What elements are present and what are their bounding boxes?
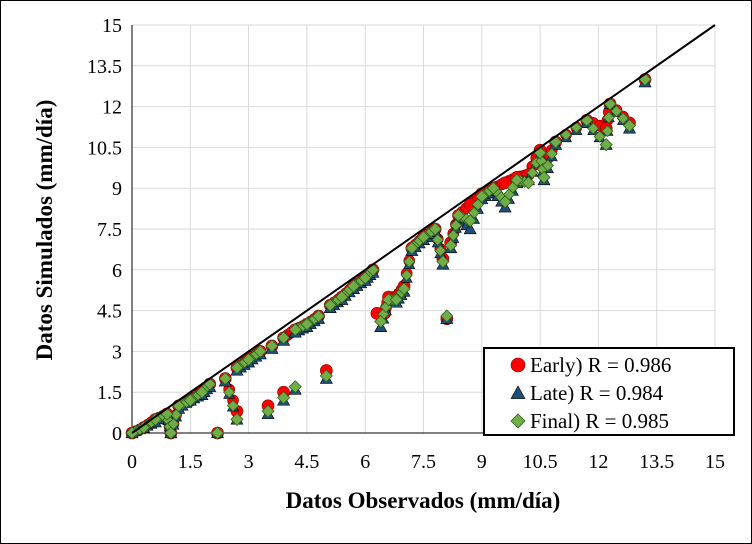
data-point (226, 399, 240, 412)
data-point (374, 314, 388, 329)
legend-label: Early) R = 0.986 (530, 353, 671, 377)
data-point (400, 269, 413, 282)
data-point (277, 331, 291, 345)
data-point (434, 244, 447, 257)
x-tick-labels: 0 1.5 3 4.5 6 7.5 9 10.5 12 13.5 15 (127, 451, 725, 473)
data-point (230, 361, 244, 375)
data-point (436, 255, 450, 269)
x-tick-label: 3 (244, 451, 254, 473)
y-tick-labels: 0 1.5 3 4.5 6 7.5 9 10.5 12 13.5 15 (87, 15, 122, 445)
data-point (277, 391, 291, 405)
data-point (288, 380, 302, 394)
legend-box (483, 347, 735, 436)
legend-marker-triangle (510, 385, 526, 399)
data-point (616, 112, 630, 125)
data-point (223, 386, 236, 399)
y-tick-label: 12 (102, 97, 122, 119)
data-point (587, 122, 600, 135)
data-point (431, 233, 444, 246)
x-tick-label: 1.5 (178, 451, 203, 473)
x-axis-title: Datos Observados (mm/día) (286, 488, 561, 513)
data-point (405, 241, 419, 255)
data-point (463, 222, 477, 235)
data-point (323, 298, 337, 312)
data-point (137, 420, 151, 435)
data-point (526, 166, 539, 179)
data-point (545, 147, 558, 160)
data-point (428, 222, 442, 236)
data-point (265, 339, 279, 353)
data-point (486, 181, 501, 195)
x-tick-label: 4.5 (294, 451, 319, 473)
reference-line (131, 24, 716, 434)
x-tick-label: 7.5 (411, 451, 436, 473)
y-tick-label: 4.5 (97, 301, 122, 323)
data-point (319, 369, 333, 383)
data-point (230, 412, 244, 426)
y-tick-label: 6 (112, 260, 122, 282)
data-point (622, 119, 637, 133)
legend-marker-circle (510, 357, 526, 373)
y-tick-label: 1.5 (97, 382, 122, 404)
data-point (397, 282, 411, 296)
data-point (521, 176, 536, 190)
data-point (447, 229, 460, 242)
data-point (449, 219, 462, 232)
x-tick-label: 0 (127, 451, 137, 473)
y-tick-label: 3 (112, 341, 122, 363)
data-point (210, 426, 225, 440)
x-tick-label: 15 (705, 451, 725, 473)
series-diamond (125, 72, 652, 440)
x-tick-label: 9 (477, 451, 487, 473)
data-point (335, 290, 349, 304)
data-point (358, 271, 372, 285)
data-point (475, 189, 489, 203)
legend-label: Late) R = 0.984 (530, 381, 664, 405)
data-point (444, 238, 458, 252)
data-point (593, 130, 606, 143)
legend-label: Final) R = 0.985 (530, 409, 669, 433)
legend-marker-diamond (510, 413, 526, 429)
data-point (440, 309, 454, 323)
data-point (195, 385, 209, 399)
y-axis-title: Datos Simulados (mm/día) (32, 100, 57, 361)
data-point (510, 173, 524, 187)
data-point (389, 293, 403, 307)
x-tick-label: 6 (360, 451, 370, 473)
data-point (311, 309, 326, 323)
data-point (599, 138, 613, 152)
data-point (253, 344, 267, 358)
y-tick-label: 15 (102, 15, 122, 37)
data-point (183, 393, 197, 407)
data-point (610, 105, 623, 118)
data-point (164, 426, 178, 440)
data-point (261, 404, 275, 418)
legend: Early) R = 0.986 Late) R = 0.984 Final) R … (483, 347, 735, 436)
data-point (346, 279, 361, 293)
data-point (148, 412, 162, 426)
x-tick-label: 13.5 (639, 451, 674, 473)
y-tick-label: 0 (112, 423, 122, 445)
x-tick-label: 12 (588, 451, 608, 473)
data-point (288, 323, 302, 337)
data-point (451, 208, 466, 222)
data-point (498, 195, 512, 209)
data-point (300, 317, 314, 331)
data-point (537, 170, 551, 184)
y-tick-label: 10.5 (87, 137, 122, 159)
y-tick-label: 9 (112, 178, 122, 200)
data-point (242, 352, 256, 367)
data-point (463, 214, 477, 228)
data-point (498, 176, 512, 190)
y-tick-label: 13.5 (87, 56, 122, 78)
x-tick-label: 10.5 (523, 451, 558, 473)
data-point (602, 111, 615, 124)
y-tick-label: 7.5 (97, 219, 122, 241)
data-point (416, 230, 431, 244)
data-point (218, 372, 232, 386)
data-point (601, 125, 614, 138)
data-point (541, 159, 554, 172)
data-point (403, 255, 416, 268)
